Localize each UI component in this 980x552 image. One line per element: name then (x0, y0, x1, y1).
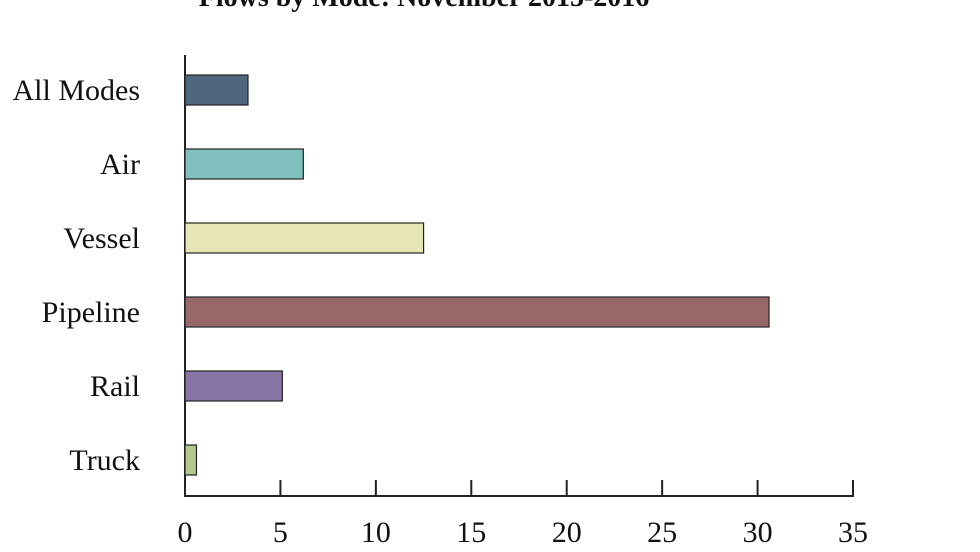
y-tick-label: Rail (90, 370, 140, 403)
bar (184, 444, 198, 476)
y-tick-label: Air (100, 148, 140, 181)
x-tick-label: 0 (178, 516, 193, 549)
x-tick-label: 35 (838, 516, 868, 549)
x-tick-label: 20 (552, 516, 582, 549)
bar (184, 370, 283, 402)
bar (184, 74, 249, 106)
x-tick-label: 30 (743, 516, 773, 549)
y-tick-label: Vessel (63, 222, 140, 255)
x-tick-label: 25 (647, 516, 677, 549)
y-tick-label: Truck (69, 444, 140, 477)
x-tick-label: 15 (456, 516, 486, 549)
y-tick-label: All Modes (13, 74, 141, 107)
x-tick-label: 5 (273, 516, 288, 549)
chart-title: Flows by Mode: November 2015-2016 (199, 0, 650, 13)
y-tick-label: Pipeline (42, 296, 140, 329)
x-tick-label: 10 (361, 516, 391, 549)
bar (184, 296, 770, 328)
bar (184, 148, 304, 180)
bar (184, 222, 425, 254)
